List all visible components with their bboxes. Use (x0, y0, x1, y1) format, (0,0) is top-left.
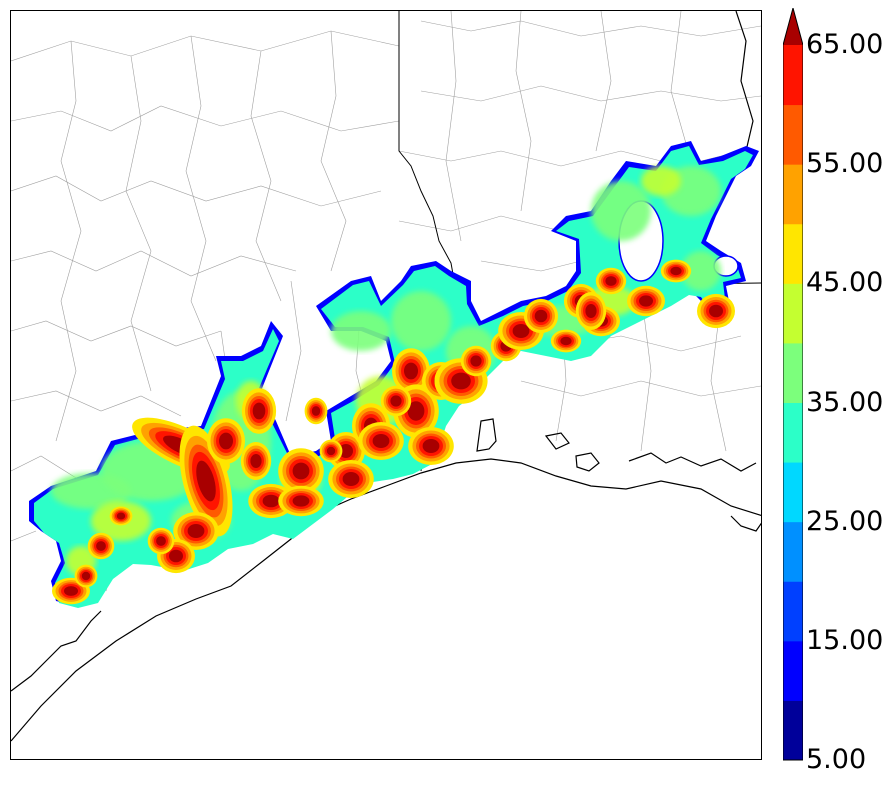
reflectivity-cell (64, 586, 78, 596)
colorbar-segment (783, 581, 803, 642)
reflectivity-patch (681, 251, 721, 291)
map-canvas (11, 11, 761, 742)
colorbar-segment (783, 104, 803, 165)
reflectivity-patch (331, 311, 391, 351)
reflectivity-cell (670, 266, 682, 276)
reflectivity-field (29, 141, 759, 608)
reflectivity-cell (96, 541, 106, 551)
reflectivity-cell (250, 454, 262, 468)
reflectivity-cell (470, 355, 482, 367)
reflectivity-cell (219, 432, 233, 450)
reflectivity-cell (292, 495, 310, 507)
colorbar-tick-label: 65.00 (806, 29, 884, 60)
reflectivity-cell (187, 524, 205, 538)
reflectivity-cell (339, 444, 353, 458)
reflectivity-cell (639, 295, 653, 307)
radar-map[interactable] (10, 10, 762, 760)
reflectivity-patch (641, 166, 681, 196)
colorbar (783, 8, 803, 761)
colorbar-segment (783, 521, 803, 582)
colorbar-segment (783, 402, 803, 463)
reflectivity-cell (156, 536, 166, 546)
reflectivity-cell (342, 472, 360, 486)
colorbar-segment (783, 164, 803, 225)
colorbar-segment (783, 640, 803, 701)
reflectivity-cell (372, 434, 390, 448)
reflectivity-cell (404, 362, 418, 380)
colorbar-segment (783, 342, 803, 403)
reflectivity-cell (169, 549, 183, 563)
reflectivity-cell (311, 406, 321, 416)
reflectivity-patch (591, 181, 651, 241)
reflectivity-cell (326, 446, 336, 456)
colorbar-tick-label: 55.00 (806, 148, 884, 180)
colorbar-tick-label: 45.00 (806, 267, 884, 299)
reflectivity-cell (560, 336, 572, 346)
reflectivity-cell (196, 460, 216, 502)
colorbar-segment (783, 462, 803, 523)
reflectivity-cell (585, 304, 597, 318)
reflectivity-cell (407, 401, 425, 421)
colorbar-tick-label: 5.00 (806, 744, 867, 775)
reflectivity-cell (116, 512, 126, 520)
colorbar-segment (783, 223, 803, 284)
reflectivity-cell (262, 494, 280, 508)
colorbar-extend-arrow (783, 8, 803, 45)
colorbar-segment (783, 700, 803, 761)
colorbar-segment (783, 45, 803, 106)
reflectivity-cell (709, 304, 723, 318)
reflectivity-cell (422, 439, 440, 453)
colorbar-tick-label: 15.00 (806, 624, 884, 656)
reflectivity-cell (390, 395, 402, 407)
reflectivity-cell (512, 324, 530, 338)
reflectivity-cell (252, 402, 266, 420)
reflectivity-cell (534, 309, 548, 323)
colorbar-segment (783, 283, 803, 344)
reflectivity-cell (451, 372, 471, 390)
colorbar-tick-label: 25.00 (806, 505, 884, 537)
reflectivity-patch (391, 291, 451, 351)
reflectivity-cell (292, 462, 310, 480)
reflectivity-cell (81, 571, 91, 581)
coastline (11, 11, 761, 742)
colorbar-tick-label: 35.00 (806, 386, 884, 418)
reflectivity-cell (605, 276, 617, 286)
